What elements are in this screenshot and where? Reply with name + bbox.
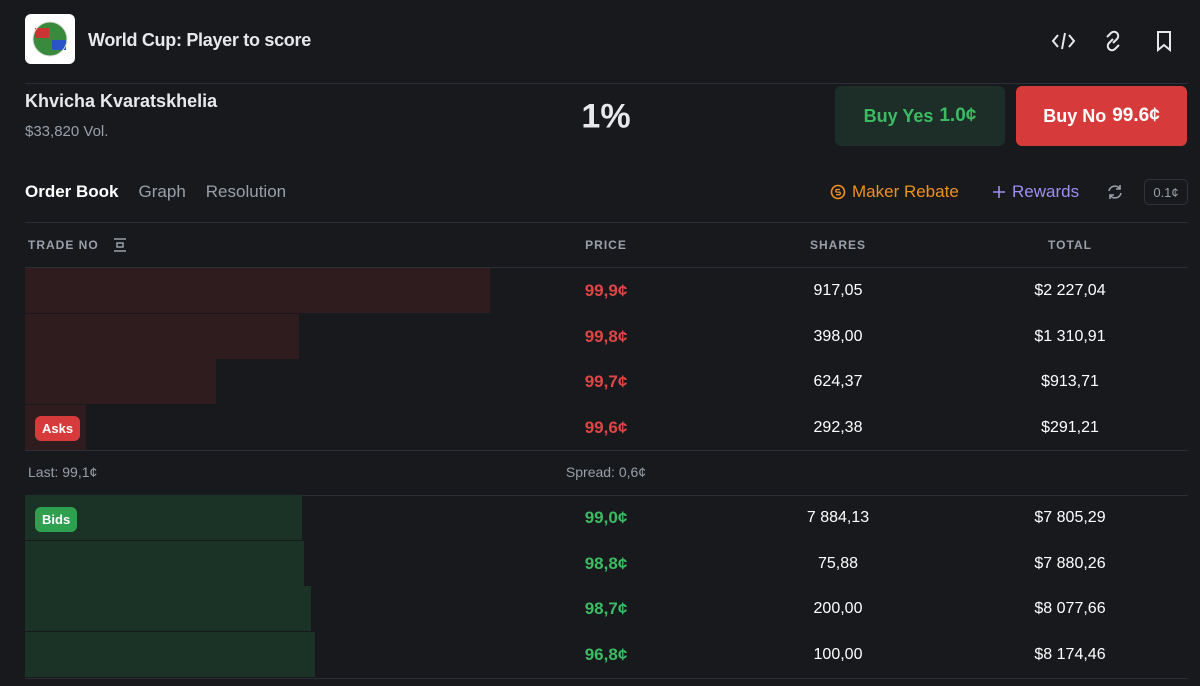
- depth-bar: [25, 586, 312, 631]
- shares: 917,05: [813, 282, 863, 299]
- column-header: SHARES: [809, 238, 867, 252]
- tab[interactable]: Graph: [138, 182, 186, 201]
- tab[interactable]: Resolution: [205, 182, 287, 201]
- total: $8 077,66: [1034, 600, 1106, 617]
- volume: $33,820 Vol.: [25, 123, 109, 140]
- maker-rebate[interactable]: Maker Rebate: [830, 182, 959, 202]
- maker-rebate-label: Maker Rebate: [852, 182, 959, 201]
- price: 96,8¢: [584, 644, 628, 664]
- shares: 100,00: [813, 645, 863, 663]
- divider: [25, 495, 1188, 496]
- column-header: TOTAL: [1048, 238, 1092, 252]
- market-icon: [25, 14, 75, 64]
- buy-yes-button[interactable]: Buy Yes 1.0¢: [835, 86, 1005, 146]
- divider: [25, 450, 1188, 451]
- price: 99,7¢: [584, 372, 628, 391]
- depth-bar: [25, 540, 305, 586]
- column-header: TRADE NO: [28, 238, 99, 252]
- divider: [25, 678, 1188, 679]
- asks-badge: Asks: [35, 416, 81, 441]
- embed-icon[interactable]: [1051, 32, 1076, 50]
- buy-no-label: Buy No: [1043, 105, 1107, 126]
- link-icon[interactable]: [1106, 30, 1120, 52]
- last-price: Last: 99,1¢: [28, 464, 98, 480]
- bookmark-icon[interactable]: [1157, 31, 1171, 53]
- price: 98,8¢: [584, 553, 628, 573]
- price: 99,6¢: [584, 417, 628, 437]
- depth-bar: [25, 268, 490, 313]
- divider: [25, 222, 1188, 223]
- divider: [25, 267, 1188, 268]
- spread: Spread: 0,6¢: [565, 464, 647, 480]
- total: $8 174,46: [1034, 645, 1106, 663]
- column-header: PRICE: [585, 238, 627, 252]
- total: $2 227,04: [1034, 282, 1106, 299]
- tick-size[interactable]: 0.1¢: [1144, 179, 1188, 205]
- price: 99,8¢: [584, 326, 628, 346]
- shares: 200,00: [813, 600, 863, 617]
- icon-graphic: [32, 21, 68, 57]
- buy-no-button[interactable]: Buy No 99.6¢: [1016, 86, 1187, 146]
- bids-badge: Bids: [35, 507, 78, 532]
- buy-yes-label: Buy Yes: [863, 105, 934, 126]
- depth-bar: [25, 631, 315, 677]
- buy-no-price: 99.6¢: [1112, 105, 1160, 126]
- chance: 1%: [581, 97, 631, 136]
- total: $7 880,26: [1034, 554, 1106, 572]
- shares: 398,00: [813, 327, 863, 345]
- tab[interactable]: Order Book: [25, 182, 119, 201]
- divider: [25, 83, 1188, 84]
- rewards-label: Rewards: [1012, 182, 1080, 201]
- depth-bar: [25, 313, 299, 359]
- total: $1 310,91: [1034, 327, 1106, 345]
- refresh-icon[interactable]: [1106, 183, 1124, 201]
- price: 98,7¢: [584, 599, 628, 618]
- tabs: Order Book Graph Resolution: [25, 182, 286, 202]
- coin-icon: [830, 184, 846, 200]
- depth-bar: [25, 359, 216, 404]
- collapse-icon[interactable]: [112, 237, 128, 253]
- buy-yes-price: 1.0¢: [939, 105, 977, 126]
- shares: 75,88: [817, 554, 859, 572]
- shares: 292,38: [813, 418, 863, 436]
- total: $913,71: [1041, 373, 1099, 390]
- total: $7 805,29: [1034, 509, 1106, 526]
- rewards[interactable]: Rewards: [992, 182, 1079, 202]
- outcome-name: Khvicha Kvaratskhelia: [25, 91, 218, 111]
- price: 99,0¢: [584, 508, 628, 527]
- total: $291,21: [1041, 418, 1099, 436]
- plus-icon: [993, 186, 1005, 198]
- shares: 7 884,13: [806, 509, 870, 526]
- title: World Cup: Player to score: [88, 30, 311, 50]
- shares: 624,37: [813, 373, 863, 390]
- price: 99,9¢: [584, 281, 628, 300]
- header-icons: [1051, 30, 1171, 53]
